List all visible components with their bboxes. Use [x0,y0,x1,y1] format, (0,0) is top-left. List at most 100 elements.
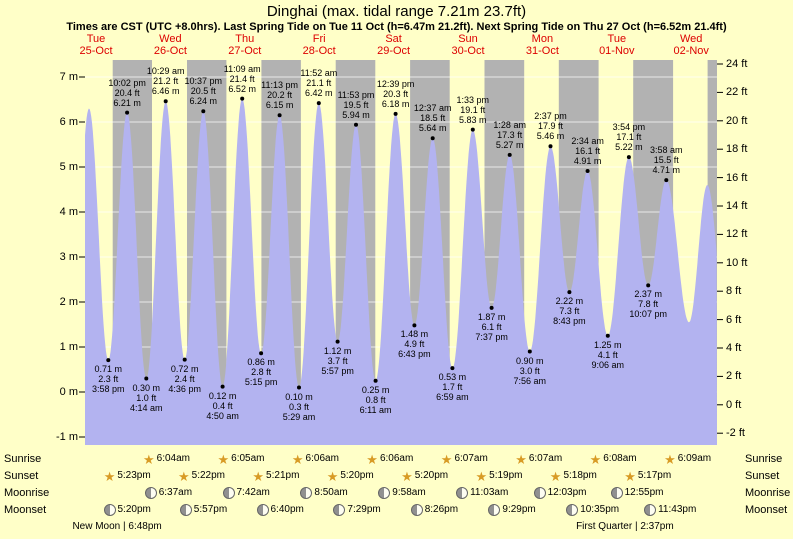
tide-extreme-marker [144,376,149,381]
tide-annotation-line: 6:59 am [436,392,469,403]
tide-extreme-marker [646,283,651,288]
tide-annotation-line: 1.48 m [400,329,429,340]
moonset-moon-icon [644,504,657,516]
tide-extreme-marker [182,357,187,362]
y-axis-left-label: 0 m [59,386,78,398]
almanac-event-sunrise: ★ 6:06am [292,452,339,466]
tide-annotation-line: 5.83 m [459,114,487,125]
date-label: Fri 28-Oct [303,33,336,57]
tide-annotation-line: 1:28 am [493,119,526,130]
sunrise-star-icon: ★ [589,451,602,467]
tide-annotation-line: 17.3 ft [497,129,523,140]
tide-annotation-line: 2:37 pm [534,111,567,122]
tide-annotation-line: 21.1 ft [306,78,332,89]
tide-extreme-marker [220,384,225,389]
date-weekday: Thu [235,33,255,45]
sunrise-star-icon: ★ [366,451,378,467]
almanac-row-label-sunset-right: Sunset [745,470,780,482]
moonset-moon-icon [410,504,423,516]
tide-annotation-line: 0.71 m [94,364,123,375]
moonset-moon-icon [256,504,269,516]
date-weekday: Sun [458,33,478,45]
tide-annotation-low: 0.10 m 0.3 ft 5:29 am [283,392,316,422]
moonrise-moon-icon [300,487,313,499]
sunrise-star-icon: ★ [143,451,155,467]
almanac-event-sunset: ★ 5:21pm [252,469,299,483]
tide-extreme-marker [626,155,631,160]
date-label: Wed 26-Oct [154,33,187,57]
tide-annotation-line: 6:43 pm [398,349,431,360]
moonrise-moon-icon [533,487,546,499]
sunset-time: 5:17pm [637,470,672,481]
almanac-event-moonset: 11:43pm [644,503,696,517]
tide-annotation-line: 5:57 pm [321,365,354,376]
almanac-row-label-sunset-left: Sunset [4,470,39,482]
almanac-event-moonset: 10:35pm [566,503,619,517]
tide-annotation-line: 4.71 m [652,165,681,176]
date-label: Thu 27-Oct [228,33,261,57]
sunset-star-icon: ★ [252,468,265,484]
tide-annotation-line: 1.0 ft [136,392,157,403]
tide-annotation-line: 5:15 pm [244,377,278,388]
tide-annotation-line: 4:14 am [130,402,163,413]
tide-annotation-low: 0.71 m 2.3 ft 3:58 pm [92,364,125,394]
sunset-star-icon: ★ [624,468,636,484]
y-axis-left-label: 6 m [59,116,78,128]
tide-annotation-line: 17.9 ft [537,121,564,132]
y-axis-left-label: 4 m [59,206,78,218]
tide-annotation-line: 4.91 m [573,156,602,166]
tide-curve [85,98,717,445]
date-value: 01-Nov [599,45,635,57]
sunrise-star-icon: ★ [664,451,676,467]
moonset-time: 7:29pm [347,504,381,515]
tide-annotation-high: 11:13 pm 20.2 ft 6.15 m [261,80,298,110]
tide-extreme-marker [335,339,340,344]
tide-annotation-high: 10:29 am 21.2 ft 6.46 m [147,66,185,96]
tide-annotation-line: 19.5 ft [343,99,369,110]
almanac-event-moonset: 9:29pm [488,503,536,517]
tide-annotation-line: 0.25 m [361,384,390,395]
tide-extreme-marker [297,385,301,390]
tide-annotation-line: 18.5 ft [420,113,446,124]
tide-extreme-marker [316,101,321,106]
tide-annotation-line: 2.3 ft [98,374,119,385]
date-label: Tue 01-Nov [599,33,634,57]
almanac-row-label-moonset-right: Moonset [745,504,788,516]
tide-annotation-line: 11:09 am [223,63,261,74]
moonrise-time: 7:42am [236,487,270,498]
tide-annotation-line: 20.4 ft [114,87,140,98]
sunrise-star-icon: ★ [515,451,527,467]
almanac-event-sunset: ★ 5:17pm [624,469,671,483]
tide-annotation-line: 2.8 ft [251,367,272,378]
moonset-time: 10:35pm [580,504,620,515]
tide-annotation-high: 1:33 pm 19.1 ft 5.83 m [457,95,490,125]
almanac-event-sunrise: ★ 6:06am [366,452,413,466]
tide-annotation-line: 4:36 pm [168,383,201,394]
tide-annotation-line: 2.22 m [555,296,584,307]
tide-annotation-line: 5.94 m [342,109,370,120]
sunset-star-icon: ★ [326,468,339,484]
tide-annotation-line: 0.90 m [516,355,544,366]
tide-annotation-line: 3.0 ft [519,365,540,376]
moonset-moon-icon [333,504,346,516]
tide-annotation-line: 6.46 m [151,86,180,97]
moonset-time: 11:43pm [658,504,697,515]
tide-annotation-low: 0.30 m 1.0 ft 4:14 am [130,383,163,413]
tide-extreme-marker [373,378,378,383]
tide-extreme-marker [585,169,590,173]
tide-annotation-line: 20.3 ft [383,88,409,99]
moonset-time: 5:20pm [117,504,151,515]
sunset-star-icon: ★ [549,468,562,484]
y-axis-right-label: 14 ft [726,200,748,212]
tide-annotation-line: 4:50 am [206,410,239,421]
tide-extreme-marker [201,109,206,114]
date-label: Wed 02-Nov [673,33,708,57]
tide-annotation-low: 2.22 m 7.3 ft 8:43 pm [553,296,586,326]
sunrise-star-icon: ★ [291,451,304,467]
tide-annotation-line: 5.22 m [615,142,643,153]
moon-phase-label: First Quarter | 2:37pm [576,521,674,532]
almanac-event-moonset: 7:29pm [333,503,381,517]
almanac-event-sunrise: ★ 6:04am [143,452,190,466]
almanac-row-label-moonrise-right: Moonrise [745,487,791,499]
y-axis-right-label: 2 ft [726,370,742,383]
